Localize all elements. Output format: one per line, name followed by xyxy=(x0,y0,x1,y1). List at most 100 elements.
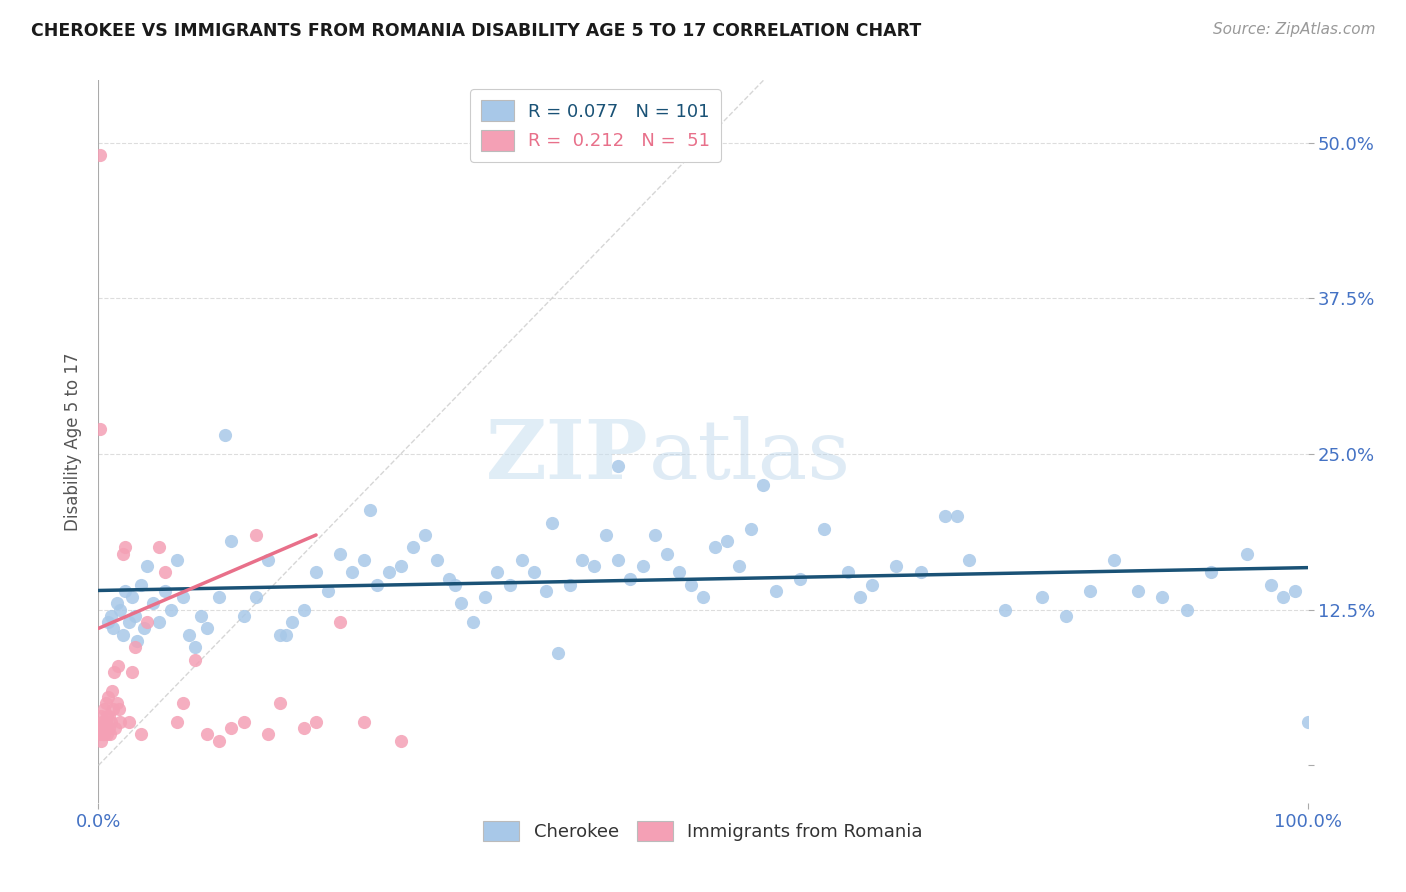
Point xyxy=(329,547,352,561)
Point xyxy=(111,547,134,561)
Point xyxy=(704,541,727,555)
Point xyxy=(108,714,131,729)
Point xyxy=(93,727,115,741)
Point xyxy=(329,615,352,630)
Point xyxy=(957,553,980,567)
Point xyxy=(571,553,593,567)
Point xyxy=(583,559,606,574)
Point xyxy=(353,553,375,567)
Point xyxy=(292,721,315,735)
Point xyxy=(104,721,127,735)
Point xyxy=(172,591,194,605)
Point xyxy=(232,609,254,624)
Point xyxy=(90,708,112,723)
Point xyxy=(111,627,134,641)
Point xyxy=(97,690,120,704)
Point xyxy=(129,727,152,741)
Text: CHEROKEE VS IMMIGRANTS FROM ROMANIA DISABILITY AGE 5 TO 17 CORRELATION CHART: CHEROKEE VS IMMIGRANTS FROM ROMANIA DISA… xyxy=(31,22,921,40)
Point xyxy=(292,603,315,617)
Point xyxy=(108,603,131,617)
Text: atlas: atlas xyxy=(648,416,851,496)
Point xyxy=(534,584,557,599)
Point xyxy=(595,528,617,542)
Point xyxy=(118,615,141,630)
Point xyxy=(91,714,114,729)
Point xyxy=(849,591,872,605)
Point xyxy=(558,578,581,592)
Point xyxy=(195,727,218,741)
Point xyxy=(94,696,117,710)
Point xyxy=(607,553,630,567)
Point xyxy=(353,714,375,729)
Point xyxy=(89,422,111,436)
Point xyxy=(148,541,170,555)
Point xyxy=(121,665,143,679)
Point xyxy=(450,597,472,611)
Point xyxy=(96,708,118,723)
Point xyxy=(486,566,509,580)
Point xyxy=(1272,591,1295,605)
Point xyxy=(195,621,218,635)
Point xyxy=(910,566,932,580)
Point xyxy=(1128,584,1150,599)
Point xyxy=(232,714,254,729)
Point xyxy=(789,572,811,586)
Point xyxy=(860,578,883,592)
Point xyxy=(619,572,641,586)
Point xyxy=(342,566,364,580)
Y-axis label: Disability Age 5 to 17: Disability Age 5 to 17 xyxy=(65,352,83,531)
Point xyxy=(1236,547,1258,561)
Point xyxy=(498,578,520,592)
Point xyxy=(305,714,328,729)
Point xyxy=(1152,591,1174,605)
Text: ZIP: ZIP xyxy=(486,416,648,496)
Point xyxy=(221,721,243,735)
Point xyxy=(437,572,460,586)
Point xyxy=(463,615,485,630)
Point xyxy=(1031,591,1053,605)
Legend: Cherokee, Immigrants from Romania: Cherokee, Immigrants from Romania xyxy=(475,814,931,848)
Point xyxy=(644,528,666,542)
Point xyxy=(98,727,121,741)
Point xyxy=(107,658,129,673)
Point xyxy=(94,721,117,735)
Point xyxy=(813,522,835,536)
Point xyxy=(101,621,124,635)
Point xyxy=(114,541,136,555)
Point xyxy=(96,714,118,729)
Point xyxy=(105,597,128,611)
Point xyxy=(540,516,562,530)
Point xyxy=(89,727,111,741)
Point xyxy=(281,615,304,630)
Point xyxy=(89,148,111,162)
Point xyxy=(179,627,201,641)
Point xyxy=(97,721,120,735)
Point xyxy=(474,591,496,605)
Point xyxy=(221,534,243,549)
Point xyxy=(101,702,124,716)
Point xyxy=(389,559,412,574)
Point xyxy=(426,553,449,567)
Point xyxy=(142,597,165,611)
Point xyxy=(214,428,236,442)
Point xyxy=(160,603,183,617)
Point xyxy=(934,509,956,524)
Point xyxy=(245,528,267,542)
Point xyxy=(208,591,231,605)
Point xyxy=(523,566,546,580)
Point xyxy=(190,609,212,624)
Point xyxy=(208,733,231,747)
Point xyxy=(184,652,207,666)
Point xyxy=(121,591,143,605)
Point xyxy=(1102,553,1125,567)
Point xyxy=(752,478,775,492)
Point xyxy=(1078,584,1101,599)
Point xyxy=(124,640,146,654)
Point xyxy=(153,566,176,580)
Point xyxy=(100,714,122,729)
Point xyxy=(389,733,412,747)
Point xyxy=(269,627,291,641)
Point xyxy=(166,714,188,729)
Point xyxy=(444,578,467,592)
Point xyxy=(377,566,399,580)
